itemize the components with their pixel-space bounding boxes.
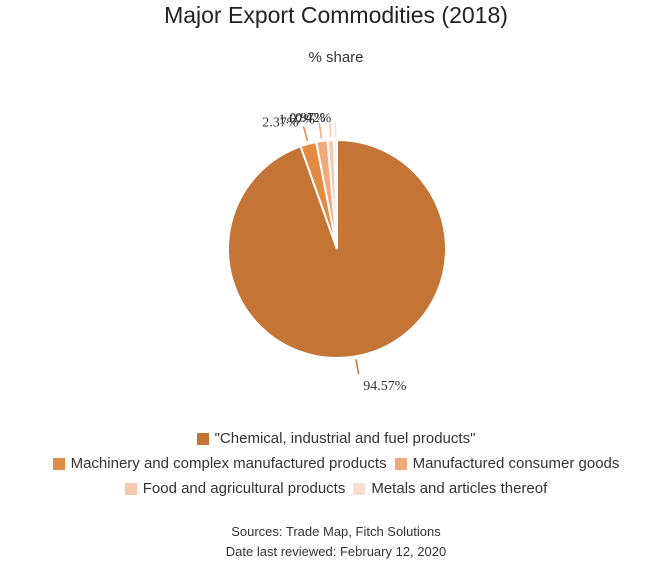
leader-line <box>302 126 309 142</box>
slice-label: 94.57% <box>363 379 407 394</box>
legend-swatch <box>353 482 366 495</box>
legend-swatch <box>124 482 137 495</box>
legend-row: Food and agricultural products Metals an… <box>0 476 672 501</box>
sources-note: Sources: Trade Map, Fitch Solutions <box>231 524 441 539</box>
pie-slice[interactable] <box>333 138 338 250</box>
legend-label: Metals and articles thereof <box>371 480 548 497</box>
chart-title: Major Export Commodities (2018) <box>164 2 508 28</box>
legend-swatch <box>196 432 209 445</box>
legend-label: "Chemical, industrial and fuel products" <box>214 430 476 447</box>
legend-item-metals[interactable]: Metals and articles thereof <box>353 480 547 497</box>
slice-label: 0.42% <box>295 111 332 126</box>
legend: "Chemical, industrial and fuel products"… <box>0 426 672 501</box>
legend-swatch <box>394 457 407 470</box>
legend-swatch <box>52 457 65 470</box>
leader-line <box>329 122 332 138</box>
legend-label: Manufactured consumer goods <box>412 455 620 472</box>
chart-subtitle: % share <box>308 49 364 66</box>
legend-item-machinery[interactable]: Machinery and complex manufactured produ… <box>52 455 387 472</box>
legend-label: Food and agricultural products <box>142 480 346 497</box>
legend-label: Machinery and complex manufactured produ… <box>70 455 387 472</box>
footer: Sources: Trade Map, Fitch Solutions Date… <box>0 522 672 562</box>
legend-row: "Chemical, industrial and fuel products" <box>0 426 672 451</box>
legend-item-food[interactable]: Food and agricultural products <box>124 480 346 497</box>
leader-line <box>355 359 360 375</box>
slice-label: 0.97% <box>289 111 326 126</box>
slice-label: 2.37% <box>262 116 299 131</box>
pie-chart: 94.57% 2.37%1.67%0.97%0.42% <box>227 111 447 394</box>
leader-line <box>318 123 323 139</box>
legend-item-chemical[interactable]: "Chemical, industrial and fuel products" <box>196 430 476 447</box>
slice-label: 1.67% <box>279 112 316 127</box>
legend-item-consumer-goods[interactable]: Manufactured consumer goods <box>394 455 620 472</box>
legend-row: Machinery and complex manufactured produ… <box>0 451 672 476</box>
review-date: Date last reviewed: February 12, 2020 <box>225 544 447 559</box>
